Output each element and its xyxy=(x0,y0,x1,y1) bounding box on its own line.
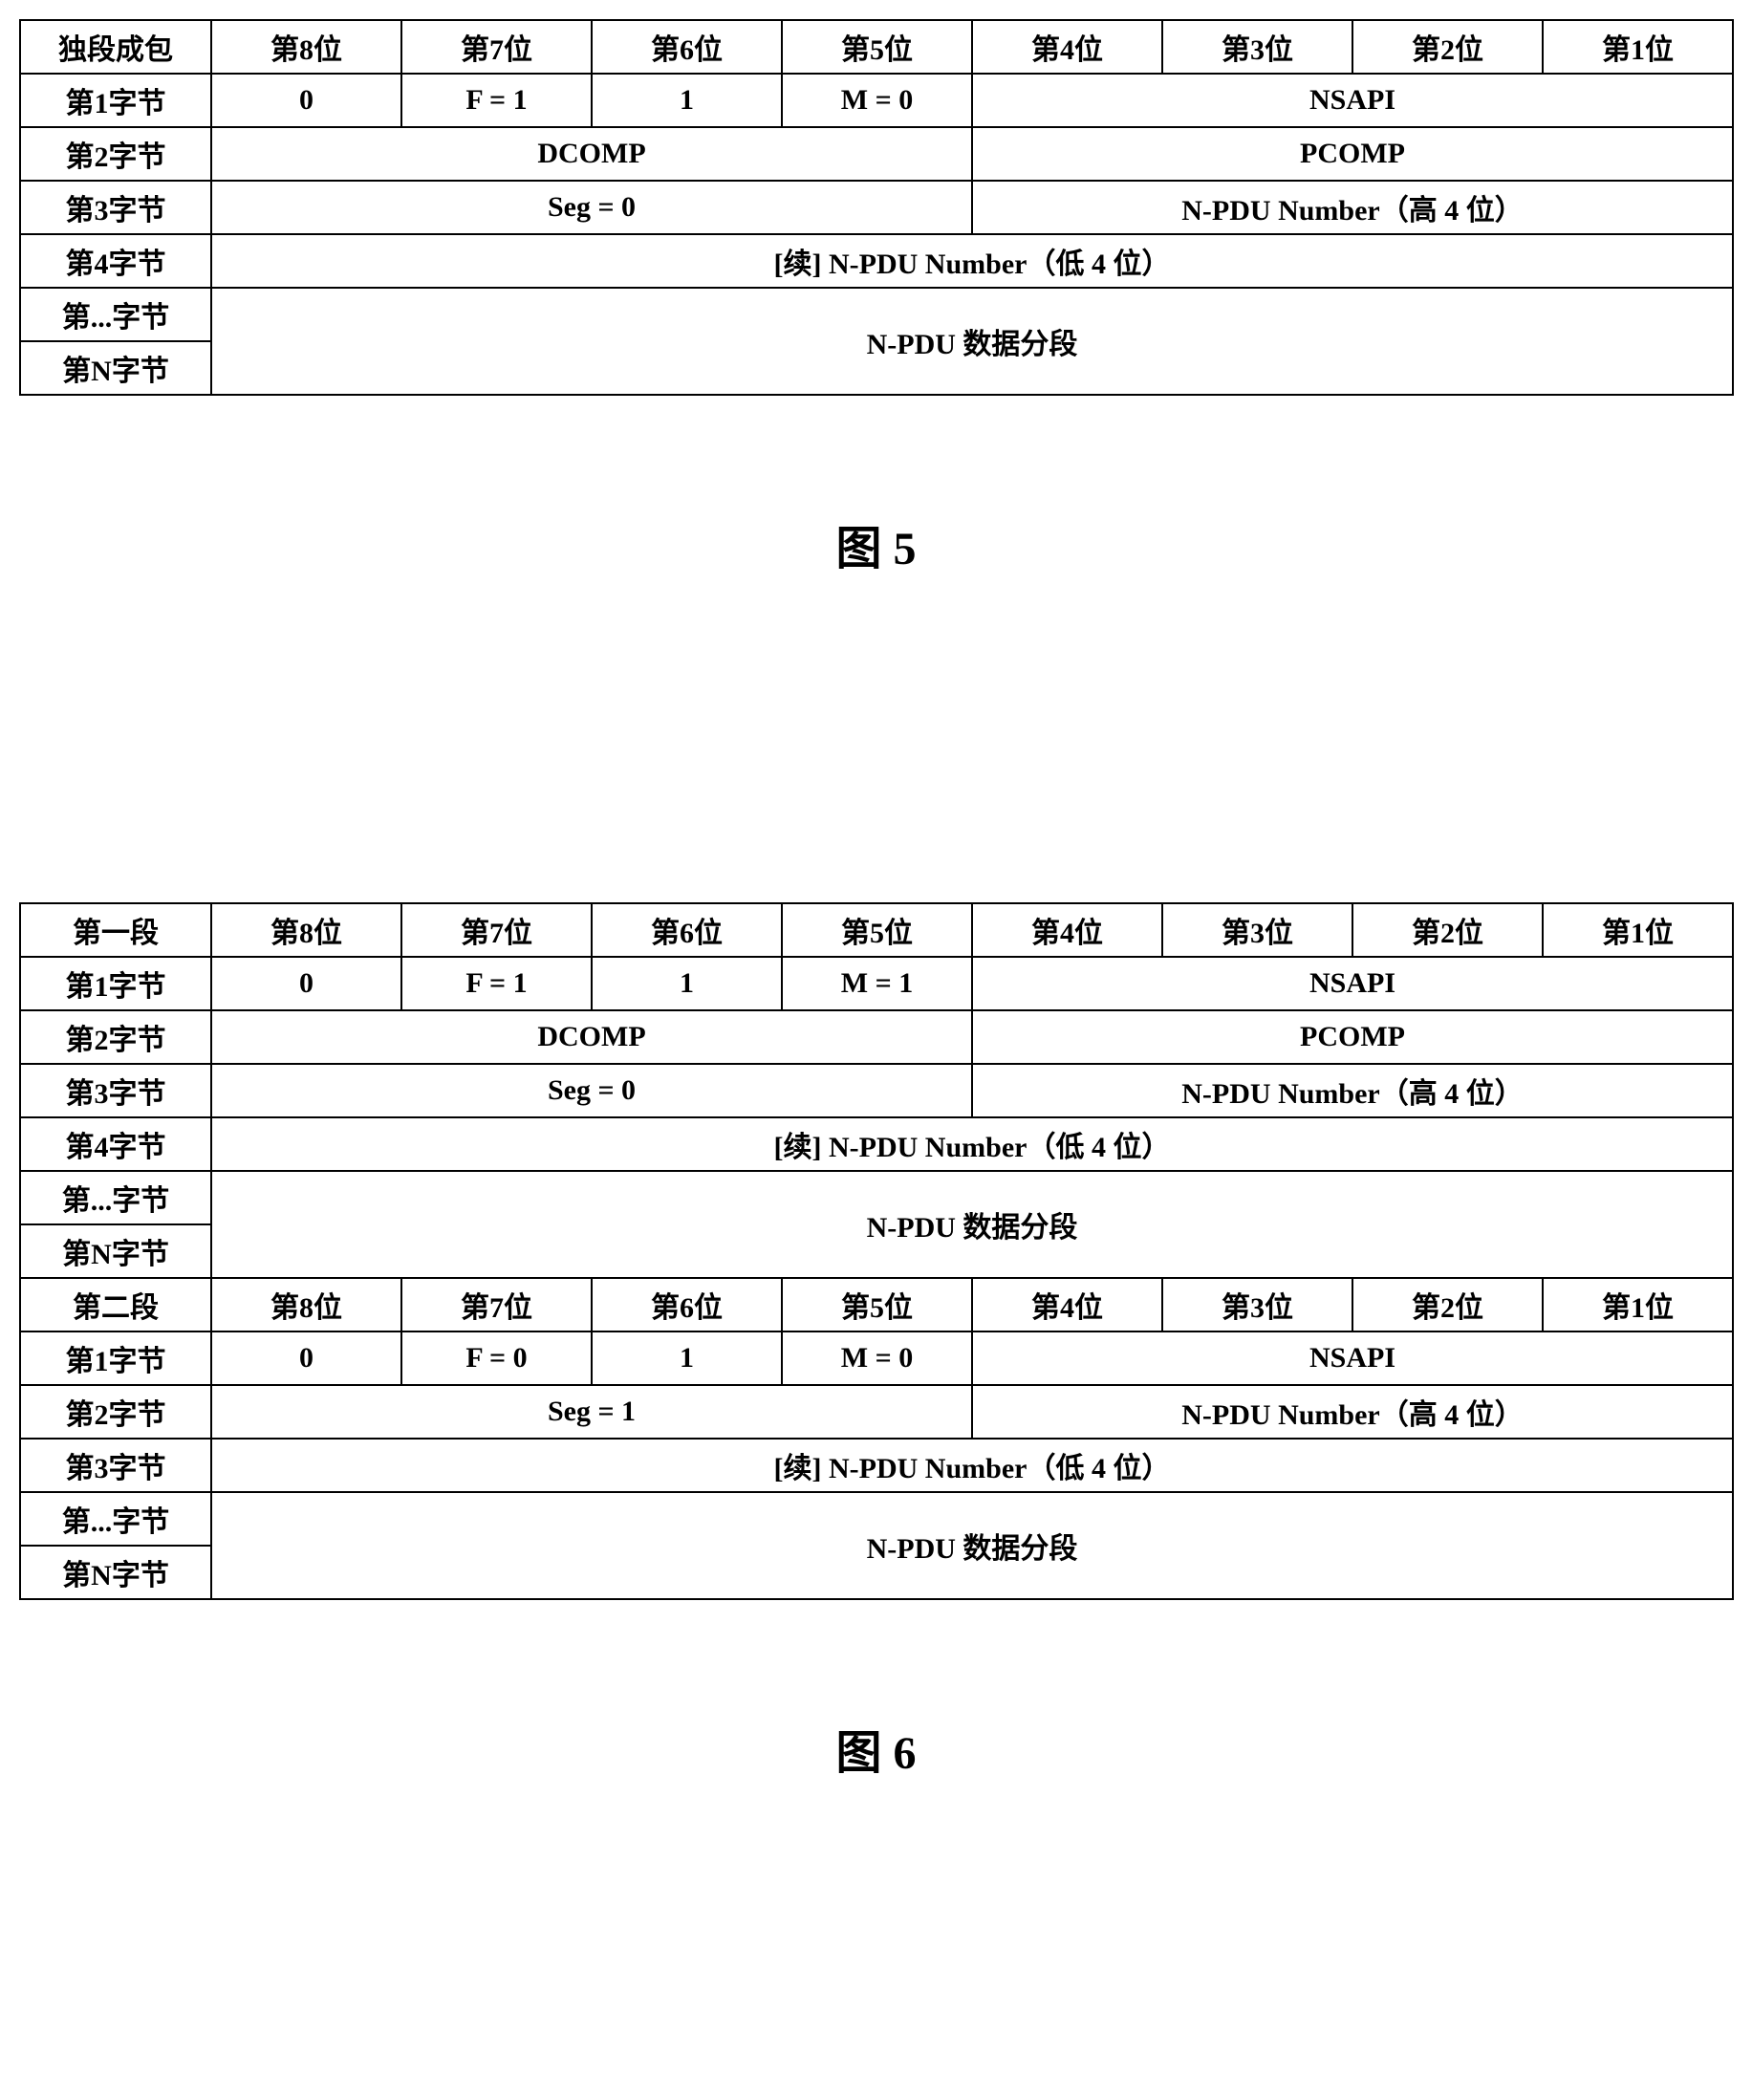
row-label: 第4字节 xyxy=(20,1117,211,1171)
header-cell: 第4位 xyxy=(972,903,1162,957)
cell: F = 1 xyxy=(401,957,592,1010)
cell: 0 xyxy=(211,1331,401,1385)
cell-npdu-hi: N-PDU Number（高 4 位） xyxy=(972,1385,1733,1439)
row-label: 第2字节 xyxy=(20,1010,211,1064)
row-label: 第1字节 xyxy=(20,74,211,127)
cell-npdu-hi: N-PDU Number（高 4 位） xyxy=(972,1064,1733,1117)
header-cell: 第2位 xyxy=(1352,903,1543,957)
header-cell: 第5位 xyxy=(782,903,972,957)
table-row: 第...字节 N-PDU 数据分段 xyxy=(20,288,1733,341)
header-cell: 第二段 xyxy=(20,1278,211,1331)
cell: M = 1 xyxy=(782,957,972,1010)
figure-caption-5: 图 5 xyxy=(19,510,1733,577)
header-cell: 第1位 xyxy=(1543,20,1733,74)
cell: 1 xyxy=(592,957,782,1010)
cell-data-segment: N-PDU 数据分段 xyxy=(211,1171,1733,1278)
table-fig5: 独段成包 第8位 第7位 第6位 第5位 第4位 第3位 第2位 第1位 第1字… xyxy=(19,19,1734,396)
cell-seg: Seg = 1 xyxy=(211,1385,972,1439)
table-row: 第3字节 Seg = 0 N-PDU Number（高 4 位） xyxy=(20,181,1733,234)
cell-dcomp: DCOMP xyxy=(211,1010,972,1064)
cell-seg: Seg = 0 xyxy=(211,181,972,234)
cell-pcomp: PCOMP xyxy=(972,127,1733,181)
header-cell: 第5位 xyxy=(782,1278,972,1331)
table-row: 第4字节 [续] N-PDU Number（低 4 位） xyxy=(20,234,1733,288)
row-label: 第...字节 xyxy=(20,1492,211,1546)
header-cell: 第5位 xyxy=(782,20,972,74)
cell: 1 xyxy=(592,1331,782,1385)
header-cell: 第6位 xyxy=(592,20,782,74)
table-row: 独段成包 第8位 第7位 第6位 第5位 第4位 第3位 第2位 第1位 xyxy=(20,20,1733,74)
cell-pcomp: PCOMP xyxy=(972,1010,1733,1064)
figure-caption-6: 图 6 xyxy=(19,1715,1733,1782)
cell-data-segment: N-PDU 数据分段 xyxy=(211,288,1733,395)
cell-npdu-lo: [续] N-PDU Number（低 4 位） xyxy=(211,1117,1733,1171)
row-label: 第...字节 xyxy=(20,288,211,341)
cell: 1 xyxy=(592,74,782,127)
header-cell: 第1位 xyxy=(1543,1278,1733,1331)
row-label: 第4字节 xyxy=(20,234,211,288)
cell-data-segment: N-PDU 数据分段 xyxy=(211,1492,1733,1599)
header-cell: 第7位 xyxy=(401,20,592,74)
table-row: 第一段 第8位 第7位 第6位 第5位 第4位 第3位 第2位 第1位 xyxy=(20,903,1733,957)
header-cell: 第8位 xyxy=(211,1278,401,1331)
header-cell: 第一段 xyxy=(20,903,211,957)
cell-npdu-lo: [续] N-PDU Number（低 4 位） xyxy=(211,234,1733,288)
header-cell: 第8位 xyxy=(211,903,401,957)
cell-dcomp: DCOMP xyxy=(211,127,972,181)
cell-nsapi: NSAPI xyxy=(972,1331,1733,1385)
table-row: 第...字节 N-PDU 数据分段 xyxy=(20,1171,1733,1224)
row-label: 第N字节 xyxy=(20,341,211,395)
table-row: 第1字节 0 F = 1 1 M = 0 NSAPI xyxy=(20,74,1733,127)
row-label: 第1字节 xyxy=(20,957,211,1010)
row-label: 第N字节 xyxy=(20,1546,211,1599)
header-cell: 第2位 xyxy=(1352,20,1543,74)
table-row: 第2字节 DCOMP PCOMP xyxy=(20,1010,1733,1064)
cell: M = 0 xyxy=(782,1331,972,1385)
header-cell: 第4位 xyxy=(972,1278,1162,1331)
header-cell: 第7位 xyxy=(401,1278,592,1331)
header-cell: 第3位 xyxy=(1162,20,1352,74)
cell: F = 1 xyxy=(401,74,592,127)
row-label: 第3字节 xyxy=(20,1064,211,1117)
header-cell: 独段成包 xyxy=(20,20,211,74)
table-row: 第2字节 Seg = 1 N-PDU Number（高 4 位） xyxy=(20,1385,1733,1439)
cell: M = 0 xyxy=(782,74,972,127)
header-cell: 第4位 xyxy=(972,20,1162,74)
header-cell: 第6位 xyxy=(592,903,782,957)
cell: F = 0 xyxy=(401,1331,592,1385)
header-cell: 第7位 xyxy=(401,903,592,957)
cell-npdu-lo: [续] N-PDU Number（低 4 位） xyxy=(211,1439,1733,1492)
cell: 0 xyxy=(211,74,401,127)
cell-nsapi: NSAPI xyxy=(972,957,1733,1010)
header-cell: 第1位 xyxy=(1543,903,1733,957)
table-row: 第1字节 0 F = 1 1 M = 1 NSAPI xyxy=(20,957,1733,1010)
cell-nsapi: NSAPI xyxy=(972,74,1733,127)
row-label: 第1字节 xyxy=(20,1331,211,1385)
table-row: 第...字节 N-PDU 数据分段 xyxy=(20,1492,1733,1546)
row-label: 第3字节 xyxy=(20,181,211,234)
header-cell: 第6位 xyxy=(592,1278,782,1331)
table-row: 第二段 第8位 第7位 第6位 第5位 第4位 第3位 第2位 第1位 xyxy=(20,1278,1733,1331)
header-cell: 第3位 xyxy=(1162,1278,1352,1331)
table-row: 第4字节 [续] N-PDU Number（低 4 位） xyxy=(20,1117,1733,1171)
cell: 0 xyxy=(211,957,401,1010)
table-row: 第1字节 0 F = 0 1 M = 0 NSAPI xyxy=(20,1331,1733,1385)
table-row: 第2字节 DCOMP PCOMP xyxy=(20,127,1733,181)
header-cell: 第8位 xyxy=(211,20,401,74)
cell-seg: Seg = 0 xyxy=(211,1064,972,1117)
header-cell: 第2位 xyxy=(1352,1278,1543,1331)
row-label: 第N字节 xyxy=(20,1224,211,1278)
row-label: 第3字节 xyxy=(20,1439,211,1492)
row-label: 第2字节 xyxy=(20,127,211,181)
table-row: 第3字节 Seg = 0 N-PDU Number（高 4 位） xyxy=(20,1064,1733,1117)
table-fig6: 第一段 第8位 第7位 第6位 第5位 第4位 第3位 第2位 第1位 第1字节… xyxy=(19,902,1734,1600)
spacer xyxy=(19,692,1733,902)
table-row: 第3字节 [续] N-PDU Number（低 4 位） xyxy=(20,1439,1733,1492)
cell-npdu-hi: N-PDU Number（高 4 位） xyxy=(972,181,1733,234)
row-label: 第...字节 xyxy=(20,1171,211,1224)
header-cell: 第3位 xyxy=(1162,903,1352,957)
row-label: 第2字节 xyxy=(20,1385,211,1439)
